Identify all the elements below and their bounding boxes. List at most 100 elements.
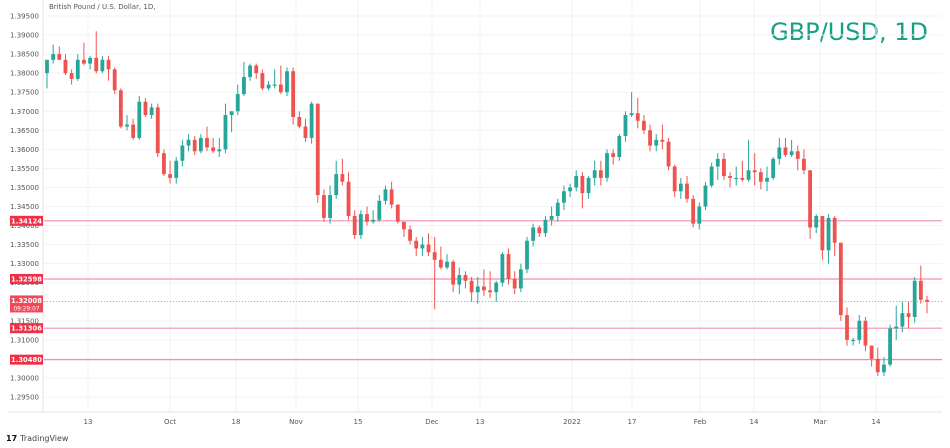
candle-body — [832, 217, 837, 243]
candle-body — [660, 139, 665, 142]
candle — [882, 356, 886, 377]
candle-body — [162, 153, 166, 175]
candle — [869, 345, 874, 367]
candle — [617, 134, 622, 161]
time-axis[interactable]: 13 Oct 18 Nov 15 Dec 13 2022 17 Feb 14 Mar 14 — [84, 418, 881, 426]
candle — [894, 305, 899, 340]
price-label-bg — [10, 215, 43, 226]
candle-body — [605, 153, 609, 178]
candle-body — [149, 107, 154, 116]
candle — [254, 63, 259, 79]
candle — [358, 210, 363, 239]
candle-body — [543, 219, 548, 234]
candle-body — [672, 166, 677, 192]
candle-body — [69, 73, 74, 79]
candle — [838, 242, 843, 321]
candle-body — [518, 269, 523, 289]
candle — [112, 67, 117, 95]
candle — [925, 296, 929, 314]
candle-body — [426, 244, 431, 253]
candle — [303, 118, 308, 142]
time-tick-label: 18 — [232, 418, 241, 426]
tradingview-logo-text: TradingView — [20, 434, 69, 443]
candle-body — [900, 313, 905, 327]
candle-body — [254, 65, 259, 74]
candle-body — [315, 103, 320, 196]
price-tick-label: 1.34000 — [10, 222, 39, 230]
candle-body — [697, 206, 702, 224]
candle — [789, 139, 794, 157]
candle — [863, 316, 868, 352]
candle — [728, 172, 732, 188]
candle-body — [752, 170, 757, 173]
candle — [918, 265, 923, 304]
candle — [346, 172, 351, 220]
candle — [420, 236, 425, 257]
candle-body — [45, 59, 49, 74]
candle — [229, 111, 234, 133]
candle-body — [285, 71, 289, 93]
candle — [642, 115, 646, 135]
candle — [242, 61, 246, 97]
price-label-bg — [10, 323, 43, 334]
tradingview-logo[interactable]: 17 TradingView — [6, 434, 68, 443]
candle-body — [635, 113, 640, 121]
candle — [408, 225, 412, 245]
candle-body — [174, 160, 179, 178]
candle-body — [574, 176, 579, 188]
candle — [248, 63, 252, 81]
candle — [414, 236, 419, 257]
candle-body — [869, 345, 874, 359]
candle-body — [728, 176, 732, 178]
candle-body — [180, 145, 185, 161]
candle — [57, 46, 62, 60]
candle-body — [740, 177, 745, 180]
candle-body — [648, 130, 652, 146]
candle — [672, 164, 677, 197]
candle — [765, 166, 769, 192]
candle-body — [229, 111, 234, 116]
candle — [149, 103, 154, 119]
candle-body — [198, 137, 203, 152]
candle — [525, 236, 529, 274]
candle — [69, 69, 74, 85]
candle-body — [617, 136, 622, 157]
candle-body — [531, 227, 536, 241]
candle — [580, 172, 585, 209]
candle — [94, 31, 99, 74]
candle — [783, 137, 788, 157]
candle — [635, 97, 640, 129]
candle — [309, 101, 314, 144]
candle — [100, 56, 105, 74]
candle-body — [57, 54, 62, 60]
candle-body — [555, 202, 560, 217]
candle — [660, 124, 665, 150]
candle — [75, 54, 80, 81]
price-tick-label: 1.37000 — [10, 108, 39, 116]
candle-body — [192, 139, 197, 152]
candle — [383, 185, 388, 205]
price-axis[interactable]: 1.39500 1.39000 1.38500 1.38000 1.37500 1.370… — [10, 13, 39, 402]
candle-body — [475, 286, 480, 293]
candle-body — [205, 137, 209, 148]
price-label-bg — [10, 273, 43, 284]
candle — [272, 69, 277, 89]
candle — [377, 195, 382, 222]
candle — [488, 271, 492, 298]
candle-body — [137, 101, 142, 138]
candle-body — [155, 107, 160, 154]
time-tick-label: 13 — [84, 418, 93, 426]
time-tick-label: Feb — [694, 418, 707, 426]
candle — [715, 153, 720, 180]
candle-body — [278, 84, 283, 93]
candle — [678, 177, 683, 199]
candle-body — [863, 320, 868, 346]
candle-body — [365, 214, 369, 222]
candle — [518, 263, 523, 293]
candle — [291, 67, 296, 125]
candle-body — [402, 221, 406, 230]
candle — [88, 56, 92, 70]
candle-body — [377, 200, 382, 220]
candle — [365, 206, 369, 226]
